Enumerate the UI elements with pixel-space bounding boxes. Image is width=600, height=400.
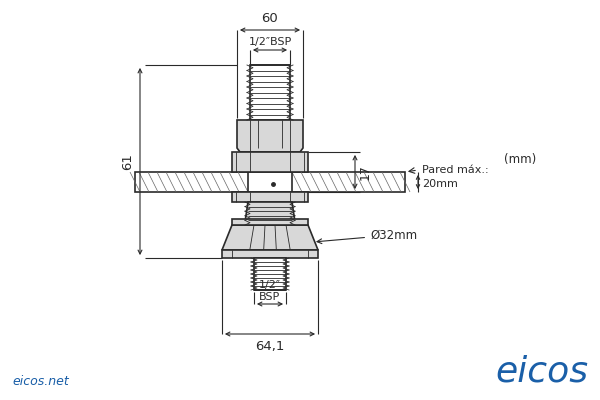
Text: 61: 61: [121, 153, 134, 170]
Bar: [222, 250, 318, 258]
Bar: [232, 192, 308, 202]
Text: Pared máx.:
20mm: Pared máx.: 20mm: [422, 166, 488, 189]
Bar: [254, 258, 286, 290]
Bar: [232, 152, 308, 172]
Bar: [250, 65, 290, 120]
Text: 1/2″
BSP: 1/2″ BSP: [259, 280, 281, 302]
Text: eicos: eicos: [495, 354, 588, 388]
Bar: [135, 172, 405, 192]
Text: (mm): (mm): [504, 154, 536, 166]
Text: 1/2″BSP: 1/2″BSP: [248, 37, 292, 47]
Polygon shape: [245, 202, 295, 225]
Text: 60: 60: [262, 12, 278, 25]
Bar: [232, 219, 308, 225]
Polygon shape: [237, 120, 303, 152]
Text: 64,1: 64,1: [256, 340, 284, 353]
Polygon shape: [222, 225, 318, 250]
Text: Ø32mm: Ø32mm: [317, 228, 417, 244]
Text: eicos.net: eicos.net: [12, 375, 69, 388]
Text: 17: 17: [359, 164, 372, 180]
